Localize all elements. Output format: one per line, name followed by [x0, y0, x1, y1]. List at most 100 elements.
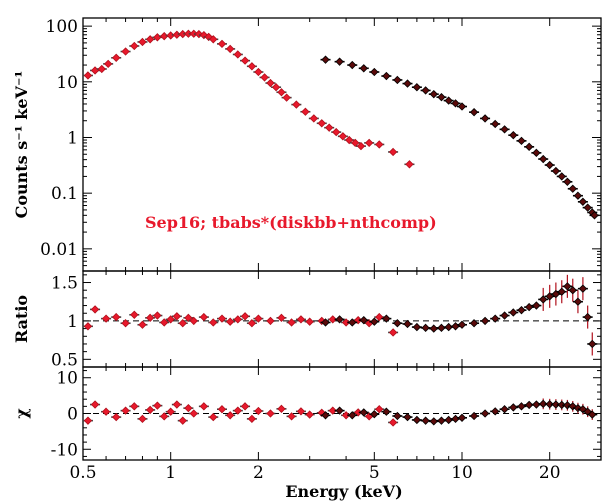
- data-point: [328, 406, 337, 415]
- data-point: [217, 405, 227, 414]
- data-point: [382, 314, 391, 323]
- data-point: [375, 140, 384, 149]
- data-point: [138, 37, 147, 47]
- data-point: [101, 314, 111, 323]
- data-point: [382, 71, 391, 81]
- data-point: [225, 317, 235, 326]
- y-tick-label: 1: [67, 128, 78, 148]
- data-point: [225, 411, 235, 420]
- annotation-text: Sep16; tbabs*(diskbb+nthcomp): [145, 213, 437, 232]
- data-point: [563, 282, 572, 291]
- y-tick-label: 100: [46, 17, 78, 37]
- data-point: [524, 142, 534, 151]
- data-point: [240, 402, 250, 411]
- data-point: [393, 411, 402, 421]
- data-point: [457, 320, 467, 329]
- data-point: [421, 86, 430, 95]
- data-point: [539, 295, 548, 304]
- data-point: [178, 416, 187, 425]
- data-point: [121, 47, 130, 56]
- data-point: [568, 286, 577, 295]
- data-point: [429, 89, 438, 99]
- data-point: [539, 399, 548, 409]
- data-point: [217, 39, 227, 49]
- data-point: [375, 312, 384, 322]
- data-point: [341, 411, 351, 420]
- data-point: [189, 29, 198, 38]
- data-point: [500, 311, 509, 320]
- data-point: [509, 308, 518, 317]
- data-point: [305, 410, 314, 419]
- series-hard: [320, 55, 600, 220]
- data-point: [588, 339, 597, 349]
- data-point: [282, 93, 291, 102]
- data-point: [412, 83, 422, 92]
- data-point: [209, 412, 218, 422]
- data-point: [172, 400, 182, 409]
- data-point: [233, 406, 242, 415]
- data-point: [359, 64, 368, 73]
- data-point: [412, 322, 422, 332]
- data-point: [296, 315, 306, 324]
- data-point: [359, 408, 368, 417]
- data-point: [524, 302, 534, 312]
- x-tick-label: 0.5: [69, 463, 96, 483]
- x-tick-label: 5: [369, 463, 380, 483]
- data-point: [209, 35, 218, 44]
- data-point: [335, 406, 344, 415]
- data-point: [364, 138, 374, 148]
- data-point: [335, 57, 344, 66]
- data-point: [138, 320, 147, 329]
- y-tick-label: 0.01: [40, 240, 78, 260]
- data-point: [160, 318, 169, 327]
- data-point: [97, 64, 106, 74]
- data-point: [240, 56, 250, 65]
- data-point: [83, 416, 93, 425]
- data-point: [429, 417, 438, 426]
- data-point: [469, 319, 479, 328]
- data-point: [101, 407, 111, 416]
- data-point: [370, 410, 379, 419]
- data-point: [568, 402, 577, 411]
- series-hard: [320, 274, 598, 356]
- data-point: [301, 107, 310, 116]
- data-point: [480, 114, 490, 123]
- data-point: [112, 312, 121, 322]
- data-point: [172, 312, 182, 321]
- data-point: [166, 407, 175, 416]
- data-point: [328, 315, 337, 324]
- data-point: [153, 401, 162, 410]
- data-point: [403, 412, 412, 422]
- data-point: [317, 119, 326, 128]
- panel-frame: [82, 17, 602, 272]
- data-point: [325, 123, 334, 132]
- data-point: [153, 311, 162, 320]
- x-tick-label: 10: [451, 463, 473, 483]
- data-point: [393, 319, 402, 328]
- data-point: [590, 211, 599, 220]
- y-axis-label: χ: [12, 408, 31, 419]
- data-point: [469, 411, 479, 421]
- data-point: [166, 315, 175, 324]
- data-point: [199, 312, 209, 322]
- data-point: [370, 317, 379, 326]
- data-point: [405, 160, 414, 169]
- data-point: [247, 62, 257, 71]
- data-point: [351, 138, 360, 148]
- data-point: [247, 414, 257, 424]
- data-point: [557, 172, 566, 181]
- data-point: [403, 319, 412, 329]
- data-point: [491, 314, 500, 323]
- data-point: [335, 315, 344, 324]
- y-tick-label: 10: [56, 369, 78, 389]
- data-point: [296, 407, 306, 416]
- data-point: [480, 409, 490, 418]
- data-point: [509, 403, 518, 412]
- data-point: [83, 71, 93, 80]
- data-point: [184, 29, 193, 38]
- data-point: [277, 88, 286, 97]
- y-tick-label: 0: [67, 405, 78, 425]
- data-point: [260, 73, 269, 82]
- data-point: [277, 313, 286, 323]
- data-point: [412, 415, 422, 425]
